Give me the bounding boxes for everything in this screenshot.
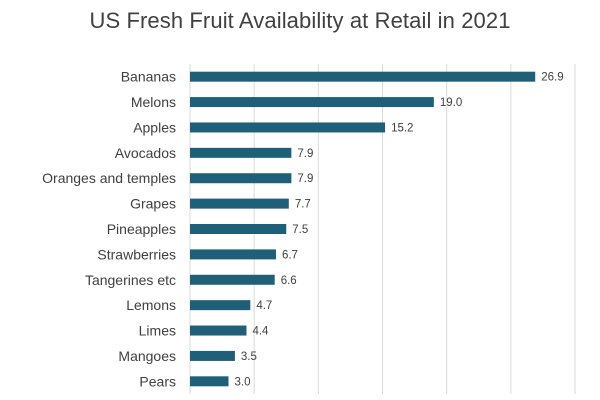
data-label: 19.0 (440, 97, 462, 109)
data-label: 6.6 (281, 275, 297, 287)
bar (190, 325, 247, 336)
bar (190, 198, 289, 209)
category-label: Oranges and temples (42, 170, 176, 186)
data-label: 7.9 (297, 173, 313, 185)
data-label: 3.0 (235, 376, 251, 388)
bar (190, 224, 287, 234)
data-label: 3.5 (241, 351, 257, 363)
data-label: 4.4 (252, 326, 269, 338)
bar (190, 249, 276, 260)
category-label: Avocados (115, 145, 176, 161)
category-label: Melons (131, 94, 176, 110)
data-label: 7.5 (292, 224, 308, 236)
bar (190, 122, 386, 133)
value-labels: 26.9 19.0 15.2 7.9 7.9 7.7 7.5 6.7 6.6 4.7 4.4 3.5 3… (235, 72, 564, 389)
data-label: 4.7 (256, 300, 272, 312)
category-label: Limes (139, 323, 176, 339)
category-label: Tangerines etc (85, 272, 176, 288)
category-label: Lemons (126, 297, 176, 313)
bar (190, 350, 235, 361)
category-label: Pineapples (107, 221, 176, 237)
bar (190, 71, 536, 82)
bar (190, 300, 251, 311)
category-label: Bananas (121, 69, 176, 85)
data-label: 7.9 (297, 148, 313, 160)
bar (190, 274, 275, 285)
category-label: Mangoes (118, 348, 176, 364)
data-label: 7.7 (295, 199, 311, 211)
bars (190, 71, 536, 387)
category-label: Strawberries (97, 246, 176, 262)
data-label: 15.2 (391, 122, 413, 134)
category-label: Apples (133, 119, 176, 135)
data-label: 26.9 (541, 72, 563, 84)
bar (190, 376, 229, 387)
chart-title: US Fresh Fruit Availability at Retail in… (89, 8, 511, 33)
bar (190, 147, 292, 158)
data-label: 6.7 (282, 249, 298, 261)
bar (190, 173, 292, 184)
category-labels: Bananas Melons Apples Avocados Oranges and t… (42, 69, 176, 390)
category-label: Grapes (130, 196, 176, 212)
bar (190, 97, 434, 108)
category-label: Pears (139, 373, 176, 389)
